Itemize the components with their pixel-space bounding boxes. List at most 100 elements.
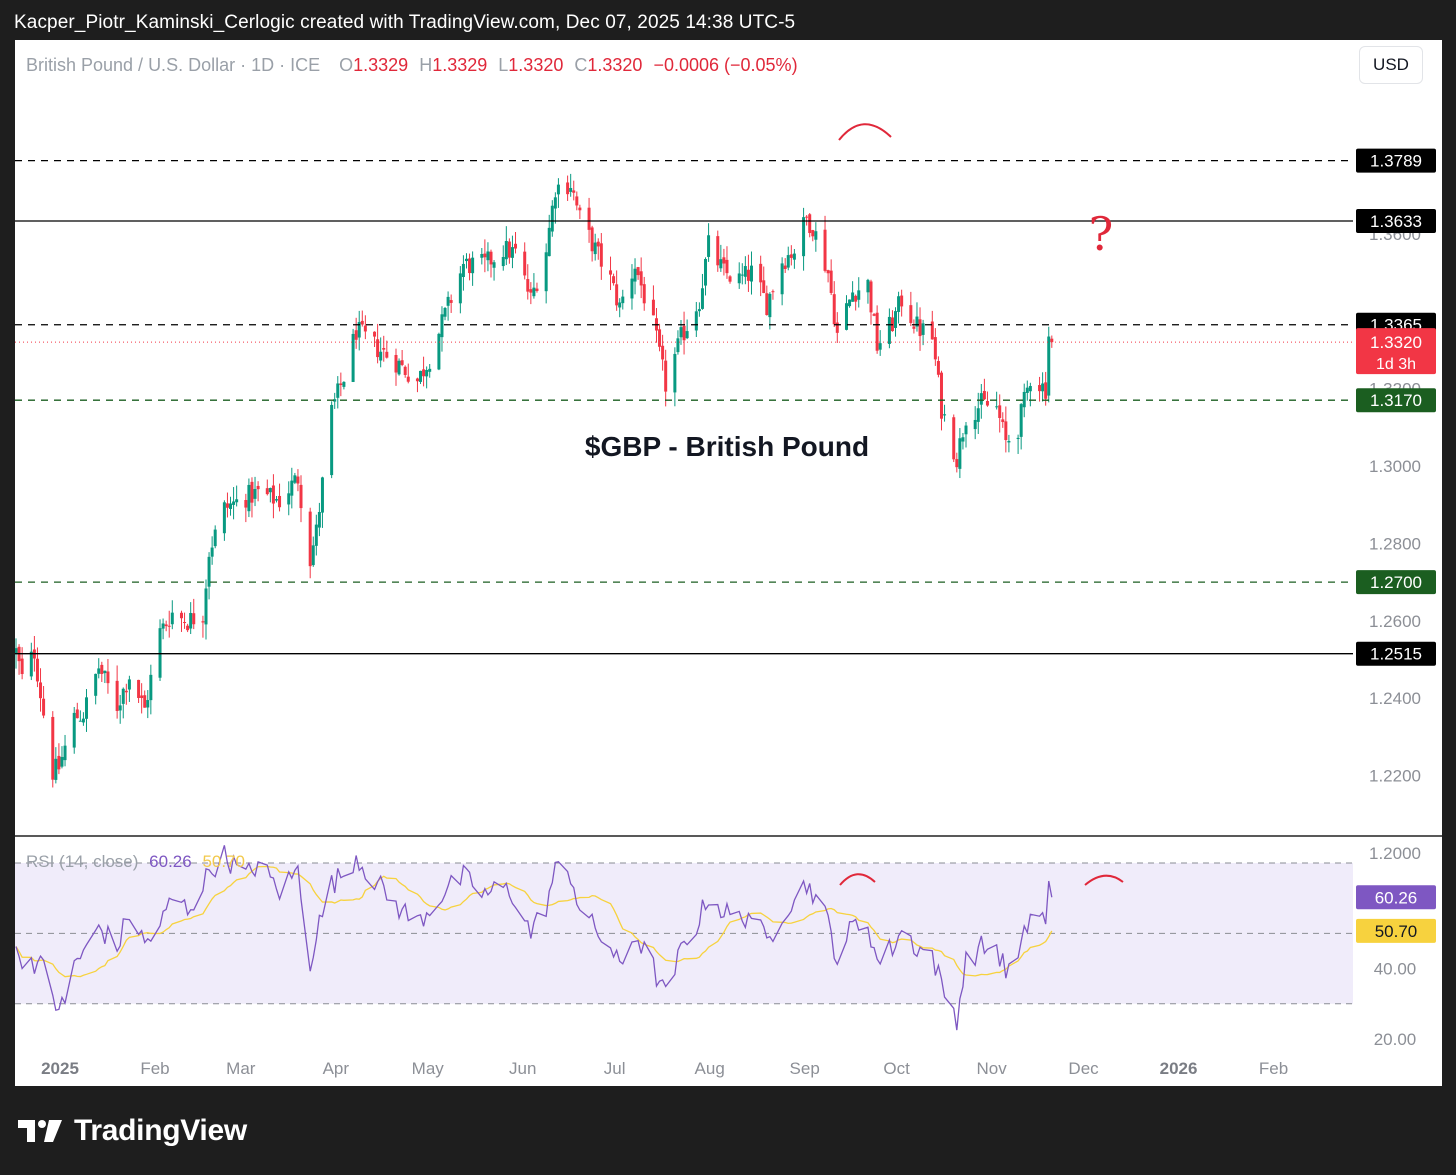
candle <box>486 242 490 272</box>
current-price-label: 1.3320 <box>1370 333 1422 352</box>
candle-body <box>42 698 46 716</box>
candle-body <box>765 293 769 316</box>
candle-body <box>848 299 852 307</box>
candle <box>1019 403 1023 450</box>
candle <box>912 319 916 334</box>
candle <box>523 242 527 280</box>
candle-body <box>250 481 254 503</box>
chart-frame[interactable]: 1.20001.22001.24001.26001.28001.30001.32… <box>15 40 1442 1086</box>
candle-body <box>314 524 318 546</box>
candle <box>933 328 937 366</box>
tradingview-logo[interactable]: TradingView <box>18 1113 247 1149</box>
candle <box>869 279 873 325</box>
candle <box>998 394 1002 433</box>
candle <box>857 277 861 308</box>
close-label: C <box>574 55 588 75</box>
candle <box>468 253 472 281</box>
time-axis-label: Nov <box>976 1059 1007 1078</box>
candle <box>207 552 211 600</box>
candle-body <box>743 266 747 277</box>
low-value: 1.3320 <box>508 55 564 75</box>
rsi-value-label: 60.26 <box>1375 888 1418 907</box>
candle-body <box>35 658 39 682</box>
candle-body <box>630 278 634 299</box>
candle <box>507 238 511 264</box>
candle <box>719 244 723 272</box>
candle <box>976 392 980 434</box>
chart-canvas[interactable]: 1.20001.22001.24001.26001.28001.30001.32… <box>15 40 1442 1086</box>
candle-body <box>507 241 511 258</box>
candle-body <box>320 477 324 513</box>
candle-body <box>897 296 901 312</box>
candle <box>964 422 968 448</box>
candle-body <box>419 370 423 382</box>
candle-body <box>697 309 701 312</box>
candle <box>578 204 582 220</box>
candle-body <box>719 259 723 269</box>
candle <box>707 223 711 262</box>
candle <box>115 665 119 719</box>
candle-body <box>232 501 236 505</box>
candle-body <box>357 322 361 338</box>
candle <box>106 659 110 694</box>
candle-body <box>204 588 208 625</box>
time-axis-label: 2025 <box>41 1059 79 1078</box>
level-price-label: 1.3789 <box>1370 152 1422 171</box>
candle <box>278 483 282 512</box>
close-value: 1.3320 <box>587 55 643 75</box>
candle-body <box>829 270 833 293</box>
rsi-value-tag <box>1356 885 1436 910</box>
candle-body <box>244 500 248 508</box>
candle <box>342 381 346 390</box>
time-axis-label: Feb <box>140 1059 169 1078</box>
level-price-tag <box>1356 148 1436 173</box>
candle <box>354 317 358 349</box>
candle-body <box>385 351 389 358</box>
candle <box>81 712 85 726</box>
candle <box>544 243 548 304</box>
candle <box>572 180 576 201</box>
candle <box>330 401 334 479</box>
candle-body <box>737 273 741 284</box>
candle-body <box>1004 421 1008 441</box>
candle <box>593 233 597 261</box>
price-tick-label: 1.2400 <box>1369 689 1421 708</box>
candle <box>550 200 554 237</box>
candle-body <box>679 327 683 338</box>
candle-body <box>186 625 190 631</box>
candle-body <box>253 489 257 499</box>
candle <box>835 312 839 343</box>
candle <box>149 664 153 715</box>
candle-body <box>464 258 468 262</box>
candle <box>808 213 812 238</box>
candle <box>596 238 600 260</box>
candle <box>746 254 750 292</box>
candle <box>679 319 683 345</box>
candle <box>1041 372 1045 402</box>
candle-body <box>728 276 732 282</box>
candle <box>63 734 67 767</box>
candle <box>363 315 367 340</box>
candle <box>265 479 269 496</box>
candle <box>449 294 453 313</box>
candle <box>814 222 818 252</box>
candle <box>789 245 793 266</box>
currency-button[interactable]: USD <box>1359 46 1423 84</box>
candle-body <box>458 273 462 304</box>
candle-body <box>486 251 490 261</box>
candle-body <box>636 267 640 276</box>
candle-body <box>235 499 239 503</box>
candle-body <box>878 343 882 350</box>
candle-body <box>587 207 591 230</box>
candle <box>805 215 809 226</box>
candle-body <box>311 545 315 566</box>
candle-body <box>872 314 876 316</box>
candle <box>780 257 784 306</box>
open-label: O <box>339 55 354 75</box>
candle-body <box>814 231 818 240</box>
candle-body <box>1016 437 1020 439</box>
candle <box>161 618 165 640</box>
candle <box>737 262 741 289</box>
candle-body <box>930 321 934 340</box>
candle-body <box>161 623 165 629</box>
